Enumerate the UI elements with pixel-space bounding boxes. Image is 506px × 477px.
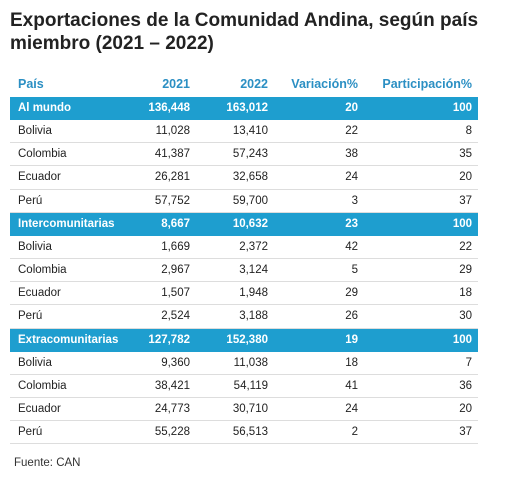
cell: Extracomunitarias [18, 333, 119, 346]
cell: 13,410 [232, 125, 268, 137]
cell: Perú [18, 426, 43, 439]
cell: 100 [452, 102, 472, 114]
cell: 41,387 [154, 148, 190, 161]
cell: Colombia [18, 379, 67, 392]
cell: 3 [351, 194, 358, 207]
cell: 24,773 [154, 403, 190, 415]
body-row: Perú 55,228 56,513 2 37 [10, 421, 478, 445]
cell: 163,012 [226, 102, 268, 114]
cell: 57,243 [232, 148, 268, 161]
body-row: Ecuador 24,773 30,710 24 20 [10, 398, 478, 422]
head-row: País 2021 2022 Variación% Participación% [10, 72, 478, 97]
cell: Bolivia [18, 356, 52, 369]
cell: 1,948 [239, 287, 268, 300]
cell: 24 [345, 171, 358, 184]
cell: 38,421 [154, 379, 190, 392]
cell: Perú [18, 310, 43, 323]
cell: 152,380 [226, 333, 268, 346]
cell: 36 [459, 379, 472, 392]
total-row: Intercomunitarias 8,667 10,632 23 100 [10, 212, 478, 236]
cell: 32,658 [232, 171, 268, 184]
title: Exportaciones de la Comunidad Andina, se… [10, 10, 479, 54]
cell: 54,119 [233, 379, 268, 392]
body-row: Colombia 38,421 54,119 41 36 [10, 375, 478, 398]
cell: Participación% [382, 77, 472, 91]
cell: Bolivia [18, 240, 52, 253]
cell: 57,752 [154, 194, 190, 207]
cell: 100 [452, 333, 472, 346]
cell: Bolivia [18, 125, 52, 137]
cell: 5 [351, 264, 358, 276]
cell: 8,667 [161, 217, 190, 230]
cell: 2021 [162, 77, 190, 91]
cell: 11,038 [233, 356, 268, 369]
cell: 38 [345, 148, 358, 161]
body-row: Perú 57,752 59,700 3 37 [10, 190, 478, 213]
cell: País [18, 77, 44, 91]
source: Fuente: CAN [14, 457, 81, 469]
cell: 2022 [240, 77, 268, 91]
cell: 23 [345, 217, 358, 230]
body-row: Ecuador 26,281 32,658 24 20 [10, 166, 478, 190]
cell: 2,524 [161, 310, 190, 323]
cell: 41 [345, 379, 358, 392]
body-row: Ecuador 1,507 1,948 29 18 [10, 282, 478, 306]
body-row: Bolivia 1,669 2,372 42 22 [10, 236, 478, 259]
cell: 26 [345, 310, 358, 323]
cell: 7 [465, 356, 472, 369]
cell: 59,700 [232, 194, 268, 207]
body-row: Colombia 41,387 57,243 38 35 [10, 143, 478, 167]
cell: 2,372 [239, 240, 268, 253]
cell: Perú [18, 194, 43, 207]
cell: 56,513 [232, 426, 268, 439]
cell: 2,967 [161, 264, 190, 276]
cell: 100 [452, 217, 472, 230]
cell: 20 [459, 403, 472, 415]
cell: 22 [459, 240, 472, 253]
cell: 19 [345, 333, 358, 346]
body-row: Colombia 2,967 3,124 5 29 [10, 259, 478, 283]
cell: Variación% [291, 77, 358, 91]
cell: 1,507 [161, 287, 190, 300]
cell: Ecuador [18, 171, 61, 184]
cell: Colombia [18, 264, 67, 276]
cell: 37 [459, 194, 472, 207]
body-row: Bolivia 11,028 13,410 22 8 [10, 120, 478, 144]
cell: 35 [459, 148, 472, 161]
body-row: Bolivia 9,360 11,038 18 7 [10, 352, 478, 375]
cell: 8 [465, 125, 472, 137]
cell: 26,281 [154, 171, 190, 184]
cell: 3,124 [239, 264, 268, 276]
cell: 22 [345, 125, 358, 137]
cell: Ecuador [18, 403, 61, 415]
cell: 136,448 [148, 102, 190, 114]
cell: 9,360 [161, 356, 190, 369]
cell: Al mundo [18, 102, 72, 114]
cell: 1,669 [161, 240, 190, 253]
cell: 37 [459, 426, 472, 439]
cell: Colombia [18, 148, 67, 161]
cell: 127,782 [148, 333, 190, 346]
cell: 11,028 [155, 125, 190, 137]
cell: 3,188 [239, 310, 268, 323]
cell: 30,710 [232, 403, 268, 415]
cell: Intercomunitarias [18, 217, 115, 230]
cell: 20 [459, 171, 472, 184]
cell: 18 [345, 356, 358, 369]
cell: 29 [459, 264, 472, 276]
total-row: Al mundo 136,448 163,012 20 100 [10, 97, 478, 120]
cell: 20 [345, 102, 358, 114]
cell: 42 [345, 240, 358, 253]
cell: 24 [345, 403, 358, 415]
cell: 55,228 [154, 426, 190, 439]
total-row: Extracomunitarias 127,782 152,380 19 100 [10, 328, 478, 352]
body-row: Perú 2,524 3,188 26 30 [10, 305, 478, 329]
cell: 30 [459, 310, 472, 323]
cell: 29 [345, 287, 358, 300]
cell: 2 [351, 426, 358, 439]
cell: 10,632 [232, 217, 268, 230]
cell: 18 [459, 287, 472, 300]
cell: Ecuador [18, 287, 61, 300]
